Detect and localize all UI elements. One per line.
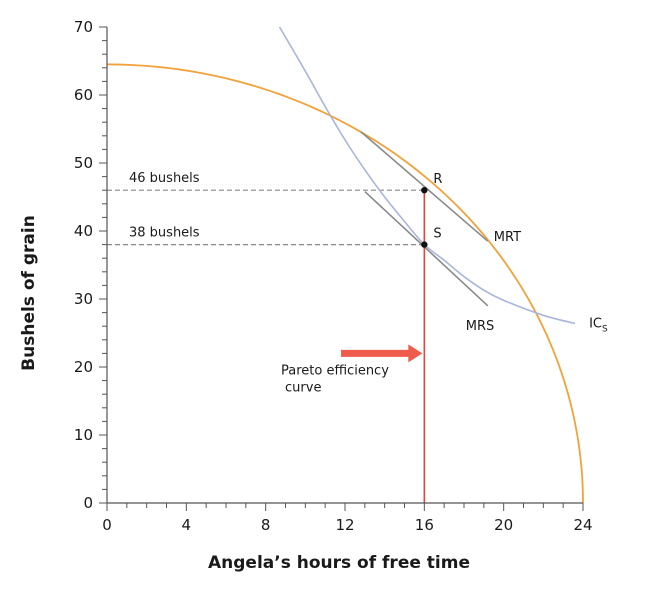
labels: 46 bushels 38 bushels ICS MRT MRS R S Pareto ef…	[129, 171, 608, 395]
y-tick-label: 70	[74, 18, 93, 36]
point-s	[421, 241, 428, 248]
mrs-label: MRS	[466, 319, 495, 334]
annotation-line-2: curve	[285, 380, 321, 395]
indifference-curve-label: ICS	[589, 316, 608, 334]
mrt-line	[360, 131, 489, 242]
x-axis-title: Angela’s hours of free time	[208, 553, 470, 573]
y-tick-label: 60	[74, 86, 93, 104]
pareto-arrow	[341, 344, 423, 363]
point-r-label: R	[433, 172, 442, 187]
production-frontier	[106, 63, 584, 504]
mrt-label: MRT	[494, 230, 521, 245]
curves	[106, 26, 584, 504]
axes: 0 4 8 12 16 20 24 0 10 20 30 40 50 60 70	[74, 18, 593, 534]
y-tick-label: 50	[74, 154, 93, 172]
y-tick-label: 20	[74, 358, 93, 376]
reference-line-label: 46 bushels	[129, 171, 200, 186]
reference-line-label: 38 bushels	[129, 226, 200, 241]
y-tick-label: 30	[74, 290, 93, 308]
point-r	[421, 187, 428, 194]
y-axis-title: Bushels of grain	[19, 215, 39, 371]
y-tick-label: 0	[83, 494, 93, 512]
marks	[341, 187, 428, 363]
x-tick-label: 4	[182, 516, 192, 534]
x-tick-label: 12	[335, 516, 354, 534]
indifference-curve	[278, 26, 576, 325]
annotation-line-1: Pareto efficiency	[281, 363, 389, 378]
point-s-label: S	[433, 227, 441, 242]
y-tick-label: 40	[74, 222, 93, 240]
x-tick-label: 20	[494, 516, 513, 534]
y-tick-label: 10	[74, 426, 93, 444]
x-tick-label: 24	[573, 516, 592, 534]
mrs-line	[364, 190, 489, 307]
x-tick-label: 8	[261, 516, 271, 534]
reference-lines	[107, 189, 425, 246]
x-tick-label: 16	[415, 516, 434, 534]
x-tick-label: 0	[102, 516, 112, 534]
